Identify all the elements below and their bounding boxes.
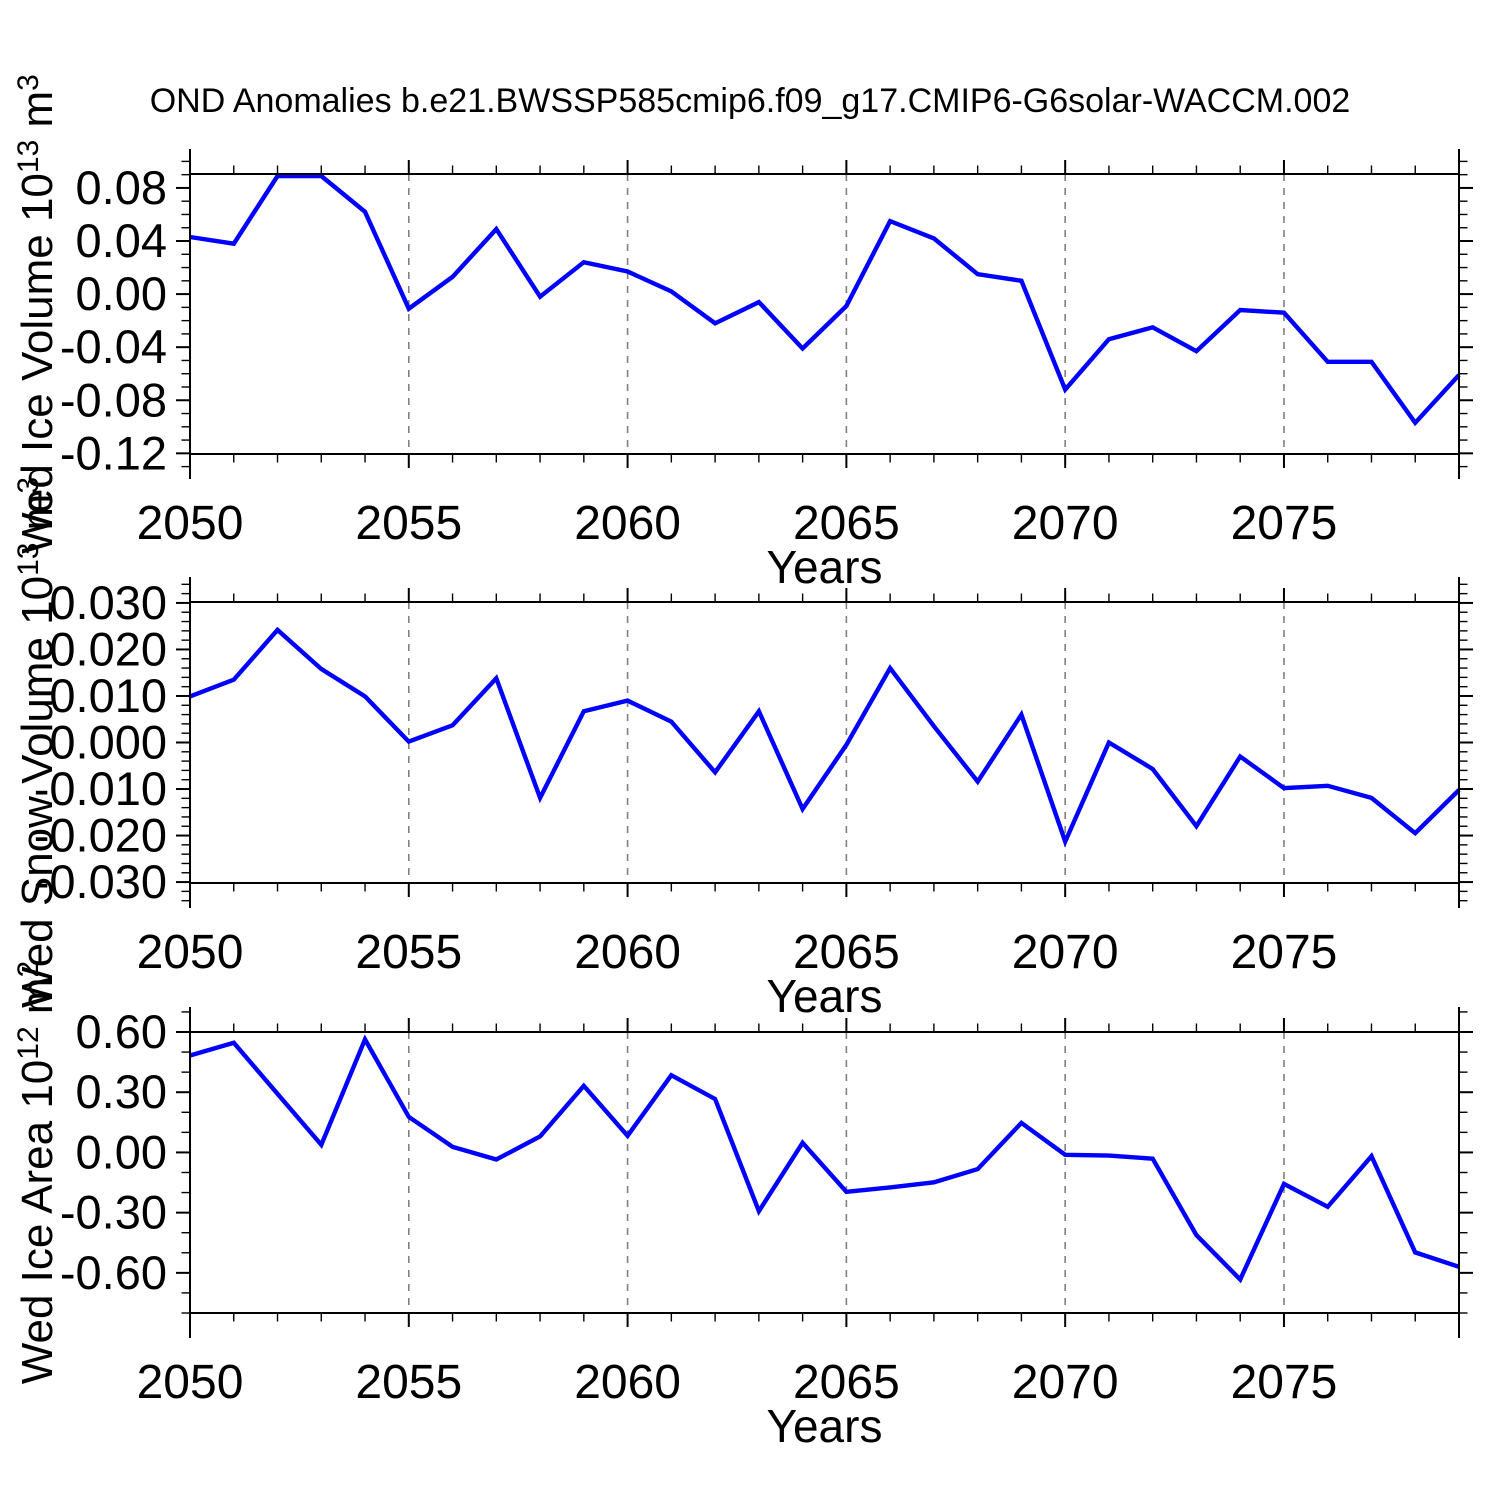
x-tick-label: 2075 <box>1231 497 1338 550</box>
y-tick-label: -0.010 <box>34 762 167 815</box>
x-axis-title: Years <box>767 970 883 1022</box>
y-tick-label: 0.04 <box>76 214 167 267</box>
x-tick-label: 2050 <box>137 497 244 550</box>
y-axis-title: Wed Snow Volume 1013 m3 <box>12 477 62 1008</box>
x-tick-label: 2065 <box>793 497 900 550</box>
panel-ice-volume: 0.080.040.00-0.04-0.08-0.12 2050 2055 2060 2… <box>12 74 1473 593</box>
x-tick-label: 2050 <box>137 1356 244 1409</box>
y-tick-label: 0.30 <box>76 1065 167 1118</box>
y-tick-label: -0.04 <box>60 320 167 373</box>
y-tick-label: 0.010 <box>49 669 167 722</box>
plot-frame <box>189 601 1460 884</box>
x-tick-label: 2070 <box>1012 1356 1119 1409</box>
y-axis-title: Wed Ice Volume 1013 m3 <box>12 74 62 554</box>
series-line-snow-volume <box>189 626 1461 848</box>
y-tick-label: 0.00 <box>76 267 167 320</box>
series-line-ice-volume <box>189 173 1461 427</box>
y-tick-label: 0.020 <box>49 622 167 675</box>
x-tick-label: 2055 <box>355 1356 462 1409</box>
y-tick-label: 0.00 <box>76 1125 167 1178</box>
y-tick-label: 0.08 <box>76 161 167 214</box>
y-axis-title: Wed Ice Area 1012 m2 <box>12 961 62 1384</box>
x-tick-label: 2060 <box>574 926 681 979</box>
x-tick-label: 2075 <box>1231 926 1338 979</box>
x-tick-label: 2060 <box>574 497 681 550</box>
x-tick-label: 2055 <box>355 497 462 550</box>
y-tick-label: -0.30 <box>60 1186 167 1239</box>
x-tick-label: 2055 <box>355 926 462 979</box>
x-tick-label: 2070 <box>1012 497 1119 550</box>
y-tick-label: -0.12 <box>60 426 167 479</box>
y-tick-label: -0.08 <box>60 373 167 426</box>
series-line-ice-area <box>189 1034 1460 1284</box>
y-tick-label: -0.030 <box>34 855 167 908</box>
y-tick-label: 0.60 <box>76 1005 167 1058</box>
x-axis-title: Years <box>767 1400 883 1452</box>
plot-frame <box>189 1031 1460 1314</box>
y-tick-label: 0.000 <box>49 716 167 769</box>
x-tick-label: 2050 <box>137 926 244 979</box>
y-tick-label: -0.60 <box>60 1246 167 1299</box>
x-tick-label: 2065 <box>793 1356 900 1409</box>
x-tick-label: 2065 <box>793 926 900 979</box>
panel-ice-area: 0.60 0.30 0.00 -0.30 -0.60 2050 2055 2060 2065 20… <box>12 961 1473 1452</box>
x-tick-label: 2075 <box>1231 1356 1338 1409</box>
chart-title: OND Anomalies b.e21.BWSSP585cmip6.f09_g1… <box>150 82 1351 120</box>
y-tick-label: -0.020 <box>34 809 167 862</box>
x-tick-label: 2070 <box>1012 926 1119 979</box>
plot-frame <box>189 173 1460 455</box>
y-tick-label: 0.030 <box>49 576 167 629</box>
x-tick-label: 2060 <box>574 1356 681 1409</box>
x-axis-title: Years <box>767 541 883 593</box>
